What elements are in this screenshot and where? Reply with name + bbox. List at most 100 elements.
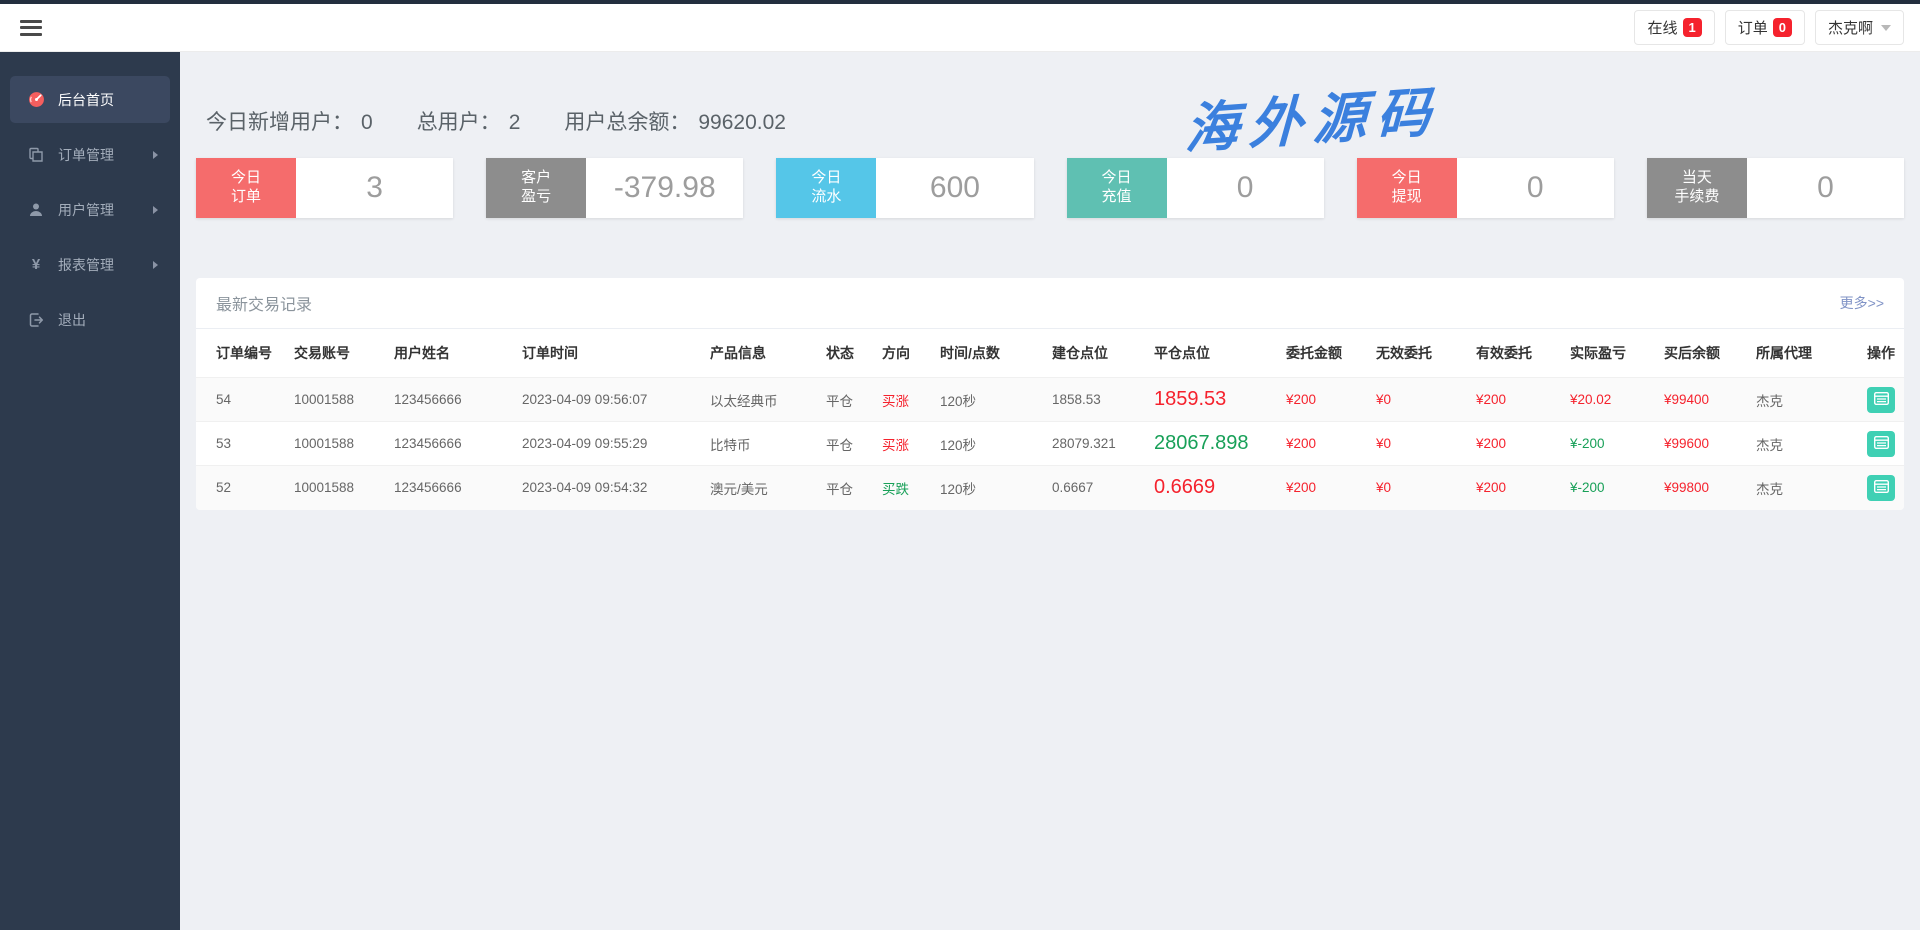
stat-card-today-fees: 当天 手续费 0 xyxy=(1646,158,1905,218)
cell-open_price: 1858.53 xyxy=(1044,377,1146,422)
latest-transactions-panel: 最新交易记录 更多>> 订单编号 交易账号 用户姓名 订单时间 产品信息 状态 方向 时间/点… xyxy=(196,278,1904,510)
column-header-balance_after: 买后余额 xyxy=(1656,329,1748,378)
sidebar-item-label: 订单管理 xyxy=(58,146,114,163)
stat-card-value: 0 xyxy=(1746,158,1905,218)
sidebar-item-home[interactable]: 后台首页 xyxy=(10,76,170,123)
logout-icon xyxy=(26,311,46,329)
cell-invalid_entrust: ¥0 xyxy=(1368,421,1468,466)
stat-card-label: 今日 充值 xyxy=(1066,158,1167,218)
stat-card-label: 今日 提现 xyxy=(1356,158,1457,218)
chevron-right-icon xyxy=(153,205,158,214)
stat-card-label: 今日 订单 xyxy=(196,158,296,218)
stat-card-value: 3 xyxy=(296,158,454,218)
table-header-row: 订单编号 交易账号 用户姓名 订单时间 产品信息 状态 方向 时间/点数 建仓点位 平仓点位 委托金… xyxy=(196,329,1904,378)
current-username: 杰克啊 xyxy=(1827,20,1873,37)
column-header-invalid_entrust: 无效委托 xyxy=(1368,329,1468,378)
stat-card-label: 今日 流水 xyxy=(776,158,877,218)
cell-duration: 120秒 xyxy=(932,465,1044,510)
column-header-status: 状态 xyxy=(818,329,874,378)
column-header-order_id: 订单编号 xyxy=(196,329,286,378)
orders-icon xyxy=(26,146,46,164)
cell-invalid_entrust: ¥0 xyxy=(1368,465,1468,510)
top-strip xyxy=(0,0,1920,4)
cell-username: 123456666 xyxy=(386,377,514,422)
row-detail-button[interactable] xyxy=(1867,430,1895,457)
cell-valid_entrust: ¥200 xyxy=(1468,421,1562,466)
cell-account: 10001588 xyxy=(286,465,386,510)
summary-value: 2 xyxy=(508,111,521,134)
sidebar-item-order-management[interactable]: 订单管理 xyxy=(10,131,170,178)
table-row: 53 10001588 123456666 2023-04-09 09:55:29 比特… xyxy=(196,421,1904,466)
reports-icon: ¥ xyxy=(31,256,41,273)
sidebar-item-report-management[interactable]: ¥ 报表管理 xyxy=(10,241,170,288)
cell-entrust: ¥200 xyxy=(1278,377,1368,422)
cell-duration: 120秒 xyxy=(932,421,1044,466)
column-header-product: 产品信息 xyxy=(702,329,818,378)
stat-card-value: -379.98 xyxy=(586,158,744,218)
cell-valid_entrust: ¥200 xyxy=(1468,465,1562,510)
stat-card-value: 600 xyxy=(876,158,1034,218)
summary-total-users: 总用户： 2 xyxy=(417,106,521,136)
cell-duration: 120秒 xyxy=(932,377,1044,422)
cell-action xyxy=(1858,421,1904,466)
dashboard-icon xyxy=(26,91,46,109)
detail-icon xyxy=(1873,479,1889,496)
orders-button[interactable]: 订单 0 xyxy=(1724,10,1805,45)
stat-card-today-deposit: 今日 充值 0 xyxy=(1066,158,1324,218)
online-users-label: 在线 xyxy=(1647,20,1678,37)
sidebar: 后台首页 订单管理 用户管理 ¥ 报表管理 退出 xyxy=(0,52,180,930)
stat-card-today-orders: 今日 订单 3 xyxy=(196,158,454,218)
cell-direction: 买跌 xyxy=(874,465,932,510)
column-header-action: 操作 xyxy=(1858,329,1904,378)
stat-card-customer-pl: 客户 盈亏 -379.98 xyxy=(486,158,744,218)
orders-label: 订单 xyxy=(1737,20,1768,37)
cell-status: 平仓 xyxy=(818,421,874,466)
hamburger-icon xyxy=(20,26,42,29)
detail-icon xyxy=(1873,435,1889,452)
orders-count-badge: 0 xyxy=(1772,18,1792,37)
sidebar-item-label: 用户管理 xyxy=(58,201,114,218)
cell-balance_after: ¥99600 xyxy=(1656,421,1748,466)
online-count-badge: 1 xyxy=(1682,18,1702,37)
row-detail-button[interactable] xyxy=(1867,386,1895,413)
cell-time: 2023-04-09 09:56:07 xyxy=(514,377,702,422)
cell-username: 123456666 xyxy=(386,465,514,510)
stat-card-label: 当天 手续费 xyxy=(1646,158,1747,218)
summary-total-balance: 用户总余额： 99620.02 xyxy=(564,106,786,136)
stat-card-today-withdrawal: 今日 提现 0 xyxy=(1356,158,1614,218)
cell-balance_after: ¥99400 xyxy=(1656,377,1748,422)
cell-action xyxy=(1858,465,1904,510)
sidebar-toggle-button[interactable] xyxy=(20,19,42,36)
more-link[interactable]: 更多>> xyxy=(1839,295,1884,311)
cell-order_id: 54 xyxy=(196,377,286,422)
summary-value: 0 xyxy=(361,111,373,134)
row-detail-button[interactable] xyxy=(1867,474,1895,501)
summary-new-users: 今日新增用户： 0 xyxy=(206,106,373,136)
online-users-button[interactable]: 在线 1 xyxy=(1634,10,1715,45)
detail-icon xyxy=(1873,391,1889,408)
column-header-close_price: 平仓点位 xyxy=(1146,329,1278,378)
column-header-actual_pl: 实际盈亏 xyxy=(1562,329,1656,378)
cell-direction: 买涨 xyxy=(874,421,932,466)
sidebar-item-user-management[interactable]: 用户管理 xyxy=(10,186,170,233)
cell-balance_after: ¥99800 xyxy=(1656,465,1748,510)
cell-product: 澳元/美元 xyxy=(702,465,818,510)
summary-label: 总用户： xyxy=(416,111,501,134)
panel-header: 最新交易记录 更多>> xyxy=(196,278,1904,329)
column-header-open_price: 建仓点位 xyxy=(1044,329,1146,378)
chevron-right-icon xyxy=(153,150,158,159)
cell-status: 平仓 xyxy=(818,377,874,422)
user-menu-button[interactable]: 杰克啊 xyxy=(1814,10,1904,45)
stat-card-value: 0 xyxy=(1456,158,1614,218)
summary-bar: 今日新增用户： 0 总用户： 2 用户总余额： 99620.02 xyxy=(206,106,1904,136)
sidebar-item-logout[interactable]: 退出 xyxy=(10,296,170,343)
topbar-right: 在线 1 订单 0 杰克啊 xyxy=(1634,10,1904,45)
summary-label: 今日新增用户： xyxy=(206,111,353,134)
cell-account: 10001588 xyxy=(286,421,386,466)
cell-status: 平仓 xyxy=(818,465,874,510)
column-header-duration: 时间/点数 xyxy=(932,329,1044,378)
chevron-right-icon xyxy=(153,260,158,269)
summary-value: 99620.02 xyxy=(698,111,786,134)
stat-card-today-flow: 今日 流水 600 xyxy=(776,158,1034,218)
